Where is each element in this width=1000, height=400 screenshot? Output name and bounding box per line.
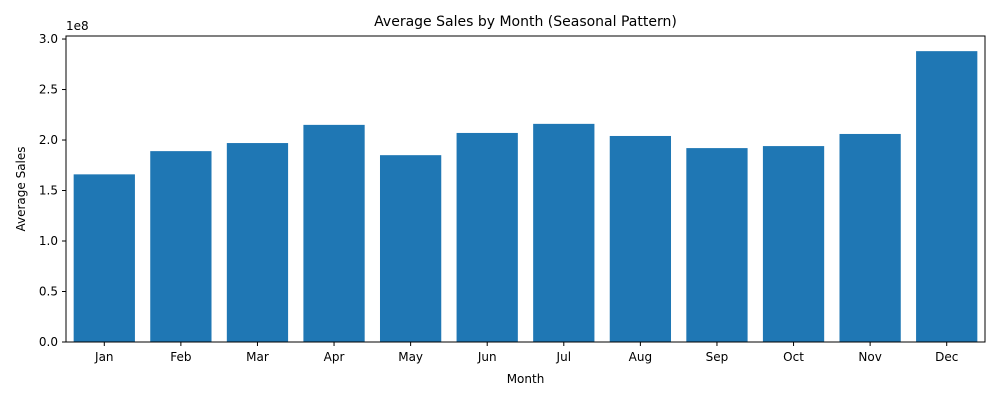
- bar-feb: [150, 151, 212, 342]
- y-tick-label: 0.0: [39, 335, 58, 349]
- plot-frame: [65, 35, 986, 343]
- bar-apr: [303, 124, 365, 343]
- x-tick-label: Feb: [170, 350, 191, 364]
- x-tick-label: Aug: [629, 350, 652, 364]
- x-axis: Jan Feb Mar Apr May Jun Jul Aug Sep Oct Nov Dec: [94, 342, 958, 364]
- y-offset-text: 1e8: [66, 19, 89, 33]
- bar-aug: [609, 135, 672, 342]
- bar-nov: [839, 133, 901, 342]
- y-tick-label: 2.0: [39, 133, 58, 147]
- bars-group: [73, 51, 978, 343]
- bar-sep: [686, 148, 748, 342]
- x-tick-label: Sep: [706, 350, 729, 364]
- y-axis-label: Average Sales: [14, 146, 28, 231]
- y-tick-label: 1.0: [39, 234, 58, 248]
- bar-mar: [226, 143, 289, 342]
- x-tick-label: Dec: [935, 350, 958, 364]
- x-tick-label: Jan: [94, 350, 114, 364]
- bar-oct: [762, 146, 825, 342]
- x-axis-label: Month: [507, 372, 545, 386]
- y-tick-label: 2.5: [39, 83, 58, 97]
- x-tick-label: Jul: [556, 350, 571, 364]
- x-tick-label: May: [398, 350, 423, 364]
- chart-title: Average Sales by Month (Seasonal Pattern…: [374, 14, 677, 30]
- x-tick-label: Mar: [246, 350, 269, 364]
- x-tick-label: Nov: [858, 350, 881, 364]
- x-tick-label: Apr: [324, 350, 345, 364]
- y-tick-label: 0.5: [39, 285, 58, 299]
- bar-may: [379, 155, 442, 342]
- y-tick-label: 1.5: [39, 184, 58, 198]
- bar-dec: [916, 51, 978, 343]
- bar-jun: [456, 132, 518, 342]
- y-axis: 0.0 0.5 1.0 1.5 2.0 2.5 3.0: [39, 32, 66, 349]
- bar-jan: [73, 174, 135, 342]
- bar-jul: [533, 123, 595, 342]
- x-tick-label: Oct: [783, 350, 804, 364]
- y-tick-label: 3.0: [39, 32, 58, 46]
- x-tick-label: Jun: [477, 350, 497, 364]
